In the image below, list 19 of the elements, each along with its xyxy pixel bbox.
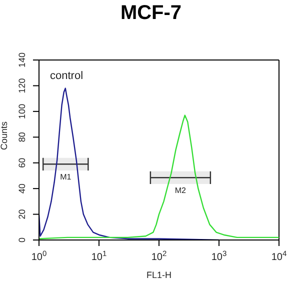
band-label: M2 xyxy=(174,186,187,195)
x-tick-label: 10$^{1}$ xyxy=(91,248,107,263)
x-tick-label: 10$^{2}$ xyxy=(151,248,167,263)
x-tick-label: 10$^{3}$ xyxy=(211,248,227,263)
x-tick-label: 10$^{0}$ xyxy=(31,248,47,263)
y-tick-label: 100 xyxy=(17,104,27,119)
y-tick-label: 0 xyxy=(17,237,27,243)
y-tick-label: 20 xyxy=(17,209,27,220)
x-axis-title: FL1-H xyxy=(146,270,172,280)
x-tick-label: 10$^{4}$ xyxy=(271,248,287,263)
y-tick-label: 80 xyxy=(17,132,27,142)
band-label: M1 xyxy=(60,172,72,182)
annotation: control xyxy=(50,70,84,82)
y-axis-title: Counts xyxy=(0,120,10,150)
chart-title: MCF-7 xyxy=(119,2,183,25)
y-tick-label: 60 xyxy=(17,158,27,168)
y-tick-label: 120 xyxy=(17,78,27,94)
y-tick-label: 140 xyxy=(17,52,27,68)
y-tick-label: 40 xyxy=(17,184,27,194)
